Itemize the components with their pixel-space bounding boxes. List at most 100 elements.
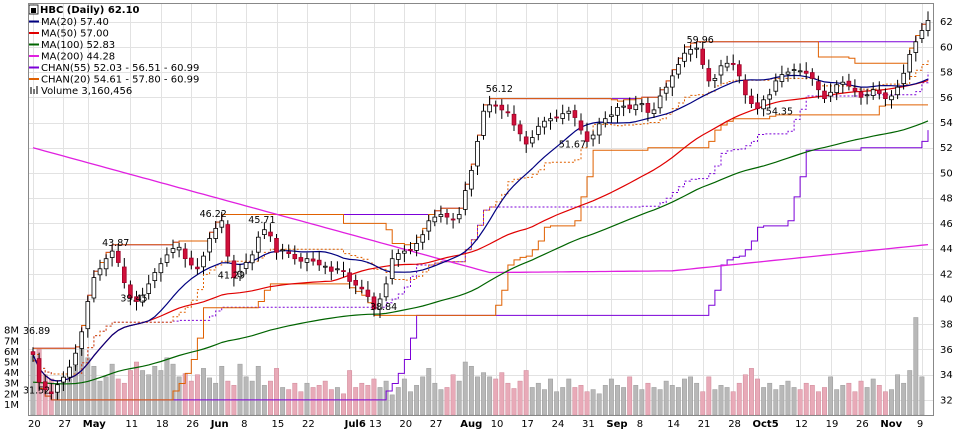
candle-body	[737, 64, 742, 77]
volume-bar	[864, 387, 870, 416]
candle	[262, 222, 267, 239]
candle-body	[840, 81, 846, 85]
chan20-upper-line	[33, 14, 929, 349]
volume-bar	[243, 376, 249, 416]
candle	[49, 382, 54, 400]
volume-bar	[870, 378, 876, 416]
volume-bar	[742, 374, 748, 416]
candle-body	[706, 68, 712, 82]
volume-bar	[523, 370, 529, 416]
candle-body	[359, 286, 365, 290]
candle-body	[828, 91, 833, 97]
volume-bar	[420, 376, 426, 416]
volume-bar	[487, 376, 493, 416]
volume-bar	[840, 385, 846, 416]
date-tick-label: 27	[58, 419, 71, 430]
volume-bar	[322, 380, 328, 416]
candle	[505, 104, 511, 117]
candle	[840, 76, 846, 94]
volume-bar	[578, 385, 584, 416]
volume-bar	[706, 376, 712, 416]
date-tick-label: 17	[521, 419, 534, 430]
candle-body	[621, 105, 626, 108]
indicator-lines	[32, 14, 929, 401]
candle-body	[724, 62, 730, 68]
volume-tick-label: 1M	[4, 400, 19, 411]
price-candles	[30, 11, 931, 400]
volume-bar	[438, 389, 444, 416]
volume-bar	[121, 382, 127, 416]
volume-bar	[773, 389, 779, 416]
volume-bar	[389, 394, 395, 416]
price-tick-label: 32	[940, 395, 953, 406]
candle	[925, 11, 931, 37]
volume-bar	[158, 370, 164, 416]
candle-body	[694, 47, 699, 50]
candle-body	[79, 331, 85, 349]
volume-bar	[280, 387, 286, 416]
volume-bar	[341, 393, 346, 416]
volume-bar	[140, 370, 146, 416]
candle-body	[676, 64, 681, 75]
volume-bar	[304, 382, 310, 416]
candle	[55, 380, 60, 400]
candle	[280, 243, 285, 260]
candle	[822, 83, 827, 103]
date-tick-label: 15	[272, 419, 285, 430]
volume-bar	[213, 382, 219, 416]
candle	[536, 117, 541, 141]
candle	[560, 104, 565, 125]
date-tick-label: May	[83, 419, 106, 430]
price-annotation: 39.45	[120, 293, 147, 304]
volume-bar	[164, 357, 170, 416]
candle-body	[255, 236, 261, 253]
volume-bar	[298, 391, 304, 416]
volume-bar	[669, 385, 675, 416]
candle	[877, 81, 882, 100]
candle	[791, 63, 797, 80]
volume-bar	[109, 363, 115, 416]
candle-body	[523, 136, 529, 145]
volume-bar	[901, 382, 907, 416]
candle-body	[700, 48, 705, 65]
ma100-line	[32, 120, 929, 385]
volume-bar	[584, 391, 590, 416]
volume-bar	[134, 361, 139, 416]
candle-body	[816, 81, 821, 91]
candle-body	[30, 351, 36, 355]
candle-body	[67, 366, 72, 378]
candle	[779, 65, 785, 88]
candle-body	[347, 272, 352, 282]
candle-body	[554, 116, 559, 119]
candle	[122, 258, 127, 289]
price-annotation: 41.29	[218, 271, 245, 282]
candle-body	[858, 91, 864, 98]
volume-bar	[468, 365, 474, 416]
candle	[274, 234, 279, 260]
candle-body	[718, 65, 724, 76]
volume-tick-label: 4M	[4, 368, 19, 379]
candle-body	[122, 266, 127, 284]
candle-body	[97, 268, 103, 276]
candle	[475, 135, 480, 175]
volume-bar	[755, 378, 760, 416]
candle	[487, 95, 492, 118]
candle-body	[73, 352, 78, 366]
volume-bar	[919, 376, 925, 416]
candle-body	[889, 95, 894, 101]
grid-lines	[28, 4, 933, 415]
candle	[328, 261, 334, 281]
candle	[712, 74, 718, 88]
volume-bar	[657, 389, 663, 416]
candle	[657, 87, 663, 114]
legend-label-ma200: MA(200) 44.28	[41, 52, 115, 63]
candle-body	[517, 124, 523, 135]
date-tick-label: 12	[795, 419, 808, 430]
candle	[164, 247, 170, 267]
volume-bar	[566, 378, 572, 416]
volume-bar	[517, 380, 523, 416]
candle-body	[864, 94, 870, 97]
volume-bar	[268, 380, 273, 416]
candle	[188, 250, 194, 270]
